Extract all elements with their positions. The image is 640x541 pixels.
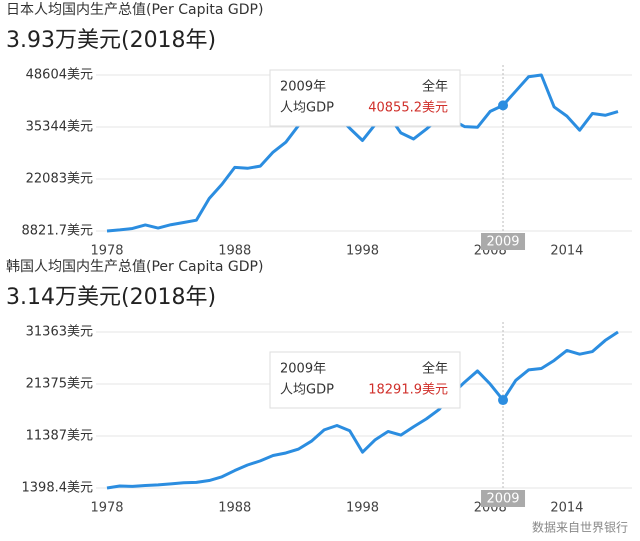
x-tick-label: 1988 [218, 501, 251, 516]
y-tick-label: 22083美元 [26, 171, 93, 186]
x-tick-label: 1998 [346, 244, 379, 259]
x-tick-label: 1988 [218, 244, 251, 259]
highlight-point [498, 100, 509, 111]
data-line [106, 330, 619, 490]
y-tick-label: 11387美元 [26, 428, 93, 443]
x-tick-label: 1978 [90, 501, 123, 516]
y-tick-label: 35344美元 [26, 119, 93, 134]
tooltip-value: 18291.9美元 [368, 383, 448, 398]
source-note: 数据来自世界银行 [532, 520, 628, 535]
highlight-badge [481, 233, 526, 250]
chart-subtitle: 3.93万美元(2018年) [6, 28, 216, 53]
highlight-point [498, 395, 509, 406]
y-tick-label: 21375美元 [26, 376, 93, 391]
data-line [106, 73, 619, 233]
chart-title: 韩国人均国内生产总值(Per Capita GDP) [6, 259, 263, 275]
x-tick-label: 1978 [90, 244, 123, 259]
x-tick-label: 2014 [550, 501, 583, 516]
tooltip-period: 全年 [422, 361, 448, 377]
tooltip-box [269, 69, 461, 127]
tooltip-title: 2009年 [280, 80, 326, 95]
chart-subtitle: 3.14万美元(2018年) [6, 285, 216, 310]
x-tick-label: 1998 [346, 501, 379, 516]
highlight-badge [481, 490, 526, 507]
highlight-label: 2009 [486, 235, 519, 250]
highlight-label: 2009 [486, 492, 519, 507]
tooltip-metric: 人均GDP [280, 383, 334, 398]
x-tick-label: 2014 [550, 244, 583, 259]
tooltip-period: 全年 [422, 79, 448, 95]
y-tick-label: 31363美元 [26, 325, 93, 340]
y-tick-label: 8821.7美元 [22, 224, 94, 239]
tooltip-box [269, 351, 461, 409]
chart-title: 日本人均国内生产总值(Per Capita GDP) [6, 2, 263, 18]
tooltip-value: 40855.2美元 [368, 101, 448, 116]
y-tick-label: 48604美元 [26, 68, 93, 83]
y-tick-label: 1398.4美元 [22, 481, 94, 496]
tooltip-metric: 人均GDP [280, 101, 334, 116]
tooltip-title: 2009年 [280, 362, 326, 377]
